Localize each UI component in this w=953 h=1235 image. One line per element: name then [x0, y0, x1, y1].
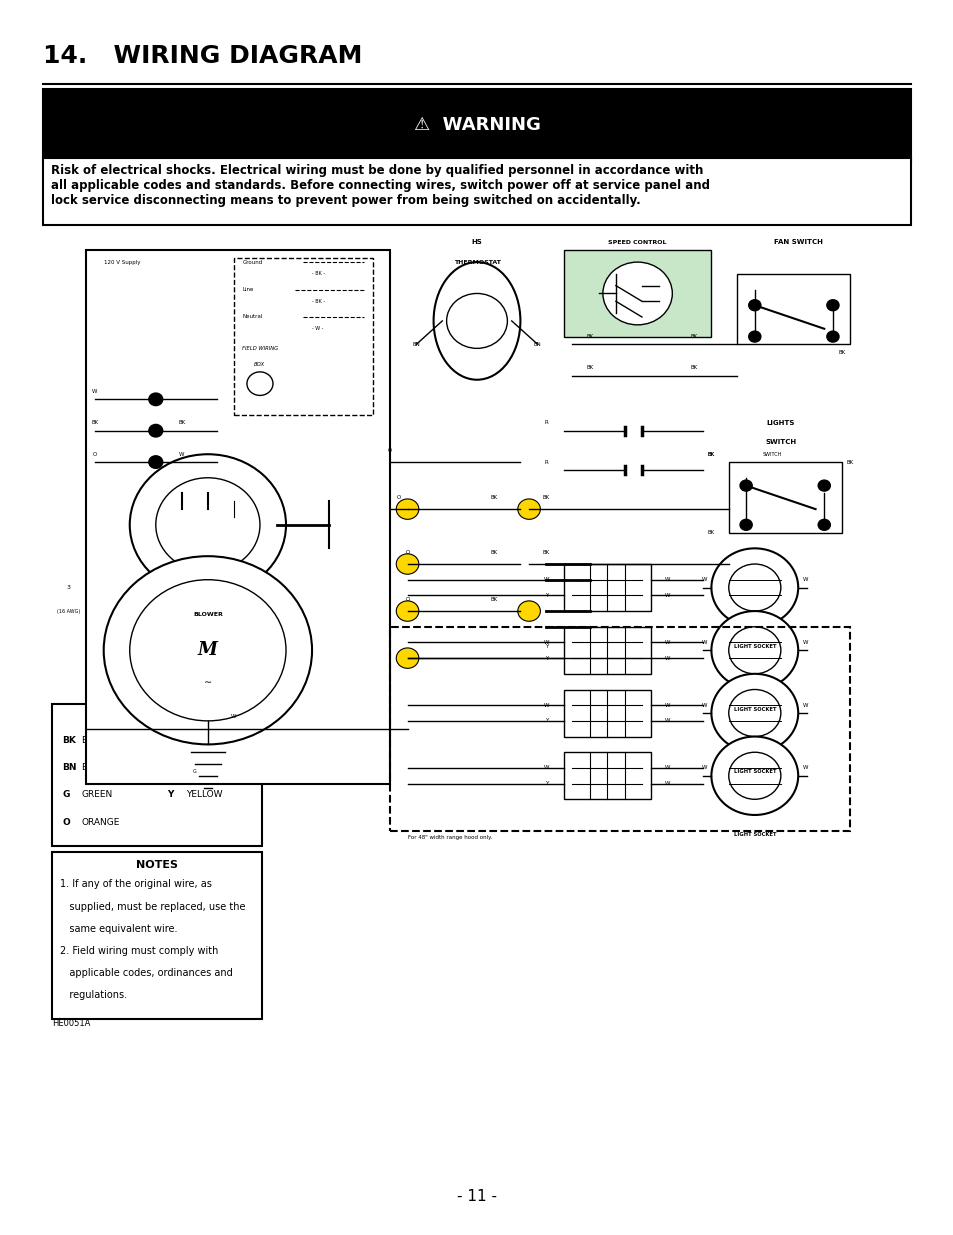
Text: regulations.: regulations. — [60, 990, 127, 1000]
Text: applicable codes, ordinances and: applicable codes, ordinances and — [60, 968, 233, 978]
Text: - 11 -: - 11 - — [456, 1189, 497, 1204]
Text: WIRING COLOR CODE: WIRING COLOR CODE — [95, 711, 219, 721]
Text: same equivalent wire.: same equivalent wire. — [60, 924, 177, 934]
Text: HE0051A: HE0051A — [52, 1019, 91, 1028]
Text: 2. Field wiring must comply with: 2. Field wiring must comply with — [60, 946, 218, 956]
Text: ORANGE: ORANGE — [81, 818, 119, 826]
Text: O: O — [62, 818, 70, 826]
Text: GREEN: GREEN — [81, 790, 112, 799]
Text: supplied, must be replaced, use the: supplied, must be replaced, use the — [60, 902, 245, 911]
Bar — [52, 852, 262, 1019]
Text: BN: BN — [62, 763, 76, 772]
Text: Y: Y — [167, 790, 173, 799]
Bar — [52, 704, 262, 846]
Text: BK: BK — [62, 736, 76, 745]
Text: BLACK: BLACK — [81, 736, 111, 745]
Text: G: G — [62, 790, 70, 799]
Text: ⚠  WARNING: ⚠ WARNING — [414, 116, 539, 133]
Text: 1. If any of the original wire, as: 1. If any of the original wire, as — [60, 879, 212, 889]
Text: W: W — [167, 763, 176, 772]
Text: R: R — [167, 736, 173, 745]
Text: 14.   WIRING DIAGRAM: 14. WIRING DIAGRAM — [43, 44, 362, 68]
Bar — [43, 89, 910, 161]
Text: NOTES: NOTES — [136, 860, 178, 869]
Text: YELLOW: YELLOW — [186, 790, 222, 799]
Text: Risk of electrical shocks. Electrical wiring must be done by qualified personnel: Risk of electrical shocks. Electrical wi… — [51, 164, 709, 207]
Bar — [43, 158, 910, 225]
Text: BROWN: BROWN — [81, 763, 116, 772]
Text: RED: RED — [186, 736, 205, 745]
Text: WHITE: WHITE — [186, 763, 215, 772]
